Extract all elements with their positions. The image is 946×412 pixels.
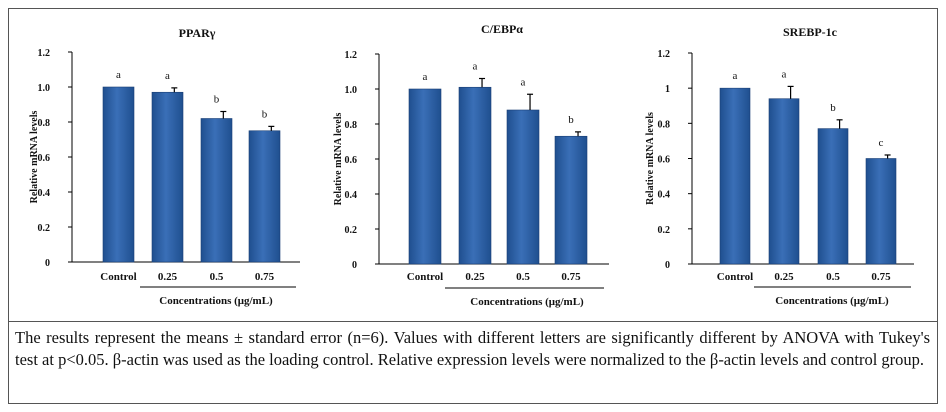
y-tick-label: 0.8 [38,118,51,129]
category-label: 0.5 [210,271,224,283]
significance-letter: a [473,61,478,73]
chart-title: C/EBPα [481,22,523,36]
y-tick-label: 1.2 [658,49,671,60]
y-tick-label: 0.6 [345,155,358,166]
significance-letter: b [262,108,268,120]
bar [506,109,540,265]
chart-2: C/EBPα 0 0.2 0.4 0.6 0.8 1.0 1.2 Relative mRNA l… [333,22,609,308]
y-tick-label: 0.2 [38,223,51,234]
significance-letter: a [165,70,170,82]
bar [719,87,751,265]
chart-title: PPARγ [179,26,216,40]
significance-letter: a [521,76,526,88]
significance-letter: a [423,71,428,83]
y-tick-label: 0 [352,260,357,271]
figure-caption: The results represent the means ± standa… [15,328,930,369]
category-label: 0.5 [826,271,840,283]
bar [102,86,135,263]
y-tick-label: 0.8 [345,120,358,131]
y-tick-label: 0.2 [345,225,358,236]
bar [151,91,184,263]
category-label: Control [100,271,136,283]
y-tick-label: 0 [45,258,50,269]
x-axis-label: Concentrations (μg/mL) [159,295,273,307]
y-tick-label: 1 [665,84,670,95]
y-axis-label: Relative mRNA levels [29,111,40,204]
category-label: 0.25 [774,271,794,283]
y-tick-label: 1.0 [38,83,51,94]
chart-title: SREBP-1c [783,25,838,39]
y-tick-label: 0.6 [658,155,671,166]
category-label: 0.25 [465,271,485,283]
significance-letter: a [782,68,787,80]
bar [554,135,588,265]
bar [200,118,233,263]
significance-letter: a [116,69,121,81]
y-axis-label: Relative mRNA levels [333,113,344,206]
y-tick-label: 0 [665,260,670,271]
bar [408,88,442,265]
significance-letter: b [214,94,220,106]
y-tick-label: 0.4 [345,190,358,201]
category-label: Control [717,271,753,283]
y-tick-label: 0.6 [38,153,51,164]
y-tick-label: 0.4 [38,188,51,199]
y-tick-label: 0.4 [658,190,671,201]
bar [817,128,849,265]
y-tick-label: 1.2 [38,48,51,59]
y-axis-label: Relative mRNA levels [645,112,656,205]
category-label: Control [407,271,443,283]
y-tick-label: 1.2 [345,50,358,61]
charts-area: PPARγ 0 0.2 0.4 0.6 0.8 1.0 1.2 Relative mRNA le… [29,22,914,308]
significance-letter: b [830,102,836,114]
bar [865,158,897,265]
category-label: 0.25 [158,271,178,283]
bar [768,98,800,265]
y-tick-label: 0.8 [658,119,671,130]
category-label: 0.75 [561,271,581,283]
x-axis-label: Concentrations (μg/mL) [470,296,584,308]
category-label: 0.75 [871,271,891,283]
category-label: 0.75 [255,271,275,283]
chart-3: SREBP-1c 0 0.2 0.4 0.6 0.8 1 1.2 Relative mRNA l… [645,25,914,307]
y-tick-label: 0.2 [658,225,671,236]
significance-letter: c [879,137,884,149]
significance-letter: b [568,114,574,126]
divider [9,321,937,322]
chart-1: PPARγ 0 0.2 0.4 0.6 0.8 1.0 1.2 Relative mRNA le… [29,26,300,307]
category-label: 0.5 [516,271,530,283]
y-tick-label: 1.0 [345,85,358,96]
bar [458,86,492,265]
significance-letter: a [733,70,738,82]
x-axis-label: Concentrations (μg/mL) [775,295,889,307]
bar [248,130,281,263]
figure-panel: PPARγ 0 0.2 0.4 0.6 0.8 1.0 1.2 Relative mRNA le… [8,8,938,404]
